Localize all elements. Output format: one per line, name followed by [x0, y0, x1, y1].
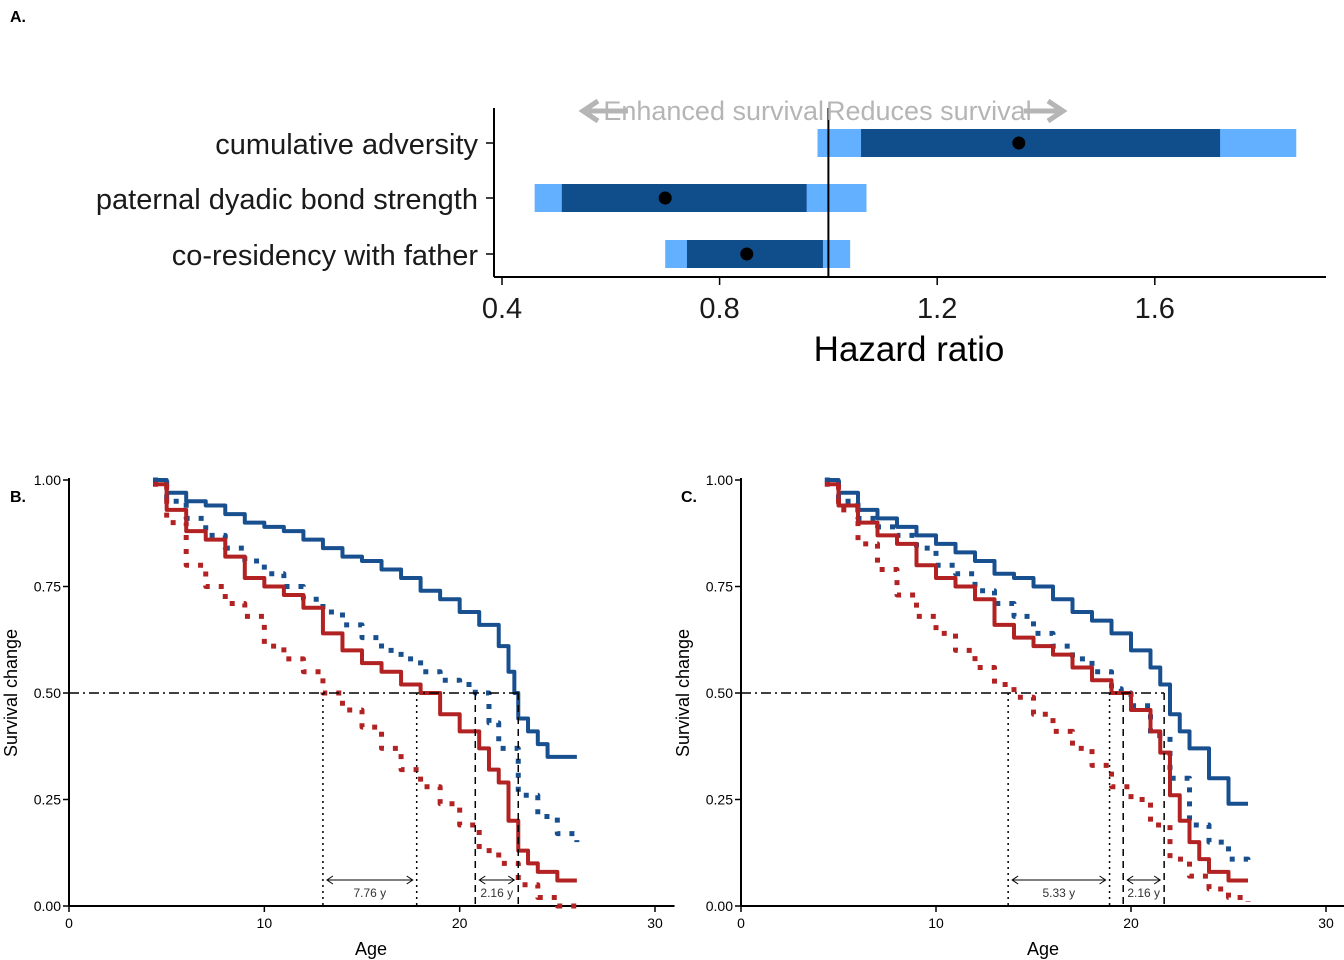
- arrow-head-right: [406, 875, 414, 885]
- y-tick-label: 1.00: [706, 472, 733, 488]
- difference-label: 5.33 y: [1042, 886, 1075, 900]
- y-tick-label: 0.50: [706, 685, 733, 701]
- survival-curve-solid: [152, 478, 577, 759]
- y-tick-label: 0.75: [706, 579, 733, 595]
- difference-label: 2.16 y: [1127, 886, 1160, 900]
- row-label: cumulative adversity: [215, 129, 478, 161]
- arrow-head-right: [1153, 875, 1162, 885]
- panel-b-label: B.: [10, 489, 26, 506]
- forest-plot-panel-a: A. cumulative adversity paternal dyadic b…: [10, 9, 1326, 369]
- reduces-survival-label: Reduces survival: [826, 96, 1032, 126]
- survival-curve-solid: [824, 482, 1248, 883]
- inner-interval-bar: [686, 240, 823, 268]
- survival-curve-dotted: [152, 477, 580, 843]
- row-label: paternal dyadic bond strength: [96, 184, 478, 216]
- x-tick-label: 20: [1123, 915, 1139, 931]
- point-estimate: [658, 191, 672, 205]
- inner-interval-bar: [561, 184, 807, 212]
- x-tick-label: 1.2: [917, 293, 957, 325]
- x-tick-label: 30: [1318, 915, 1334, 931]
- arrow-head-left: [1126, 875, 1134, 885]
- panel-c-y-title: Survival change: [673, 629, 693, 757]
- direction-arrows: Enhanced survival Reduces survival: [578, 96, 1068, 126]
- x-tick-label: 20: [452, 915, 468, 931]
- difference-label: 7.76 y: [353, 886, 386, 900]
- inner-interval-bar: [861, 129, 1221, 157]
- panel-a-x-title: Hazard ratio: [814, 330, 1005, 369]
- survival-curve-solid: [152, 482, 577, 883]
- x-tick-label: 0.8: [699, 293, 739, 325]
- x-tick-label: 10: [257, 915, 273, 931]
- y-tick-label: 0.25: [34, 792, 61, 808]
- survival-curve-dotted: [824, 477, 1251, 864]
- y-tick-label: 0.00: [706, 898, 733, 914]
- panel-a-label: A.: [10, 9, 26, 26]
- survival-plot-panel-b: B. 0.00 0.25 0.50 0.75 1.00 0 10 20 30 7.76 y 2.16…: [1, 472, 675, 959]
- panel-b-y-title: Survival change: [1, 629, 21, 757]
- panel-c-x-title: Age: [1027, 939, 1059, 959]
- survival-curve-solid: [824, 478, 1248, 806]
- survival-curve-dotted: [824, 481, 1251, 902]
- panel-b-x-title: Age: [355, 939, 387, 959]
- y-tick-label: 0.00: [34, 898, 61, 914]
- arrow-head-left: [326, 875, 334, 885]
- arrow-head-left: [478, 875, 486, 885]
- enhanced-survival-label: Enhanced survival: [603, 96, 824, 126]
- x-tick-label: 1.6: [1135, 293, 1175, 325]
- point-estimate: [1012, 136, 1026, 150]
- arrow-head-left: [1011, 875, 1019, 885]
- x-tick-label: 30: [647, 915, 663, 931]
- x-tick-label: 0.4: [482, 293, 522, 325]
- y-tick-label: 0.25: [706, 792, 733, 808]
- x-tick-label: 0: [737, 915, 745, 931]
- survival-plot-panel-c: C. 0.00 0.25 0.50 0.75 1.00 0 10 20 30 5.33 y 2.16…: [673, 472, 1344, 959]
- x-tick-label: 10: [928, 915, 944, 931]
- difference-label: 2.16 y: [480, 886, 513, 900]
- row-label: co-residency with father: [172, 240, 479, 272]
- point-estimate: [740, 247, 754, 261]
- y-tick-label: 0.75: [34, 579, 61, 595]
- panel-c-label: C.: [681, 489, 697, 506]
- y-tick-label: 1.00: [34, 472, 61, 488]
- x-tick-label: 0: [65, 915, 73, 931]
- y-tick-label: 0.50: [34, 685, 61, 701]
- survival-curve-dotted: [152, 481, 577, 909]
- arrow-head-right: [507, 875, 516, 885]
- arrow-head-right: [1099, 875, 1107, 885]
